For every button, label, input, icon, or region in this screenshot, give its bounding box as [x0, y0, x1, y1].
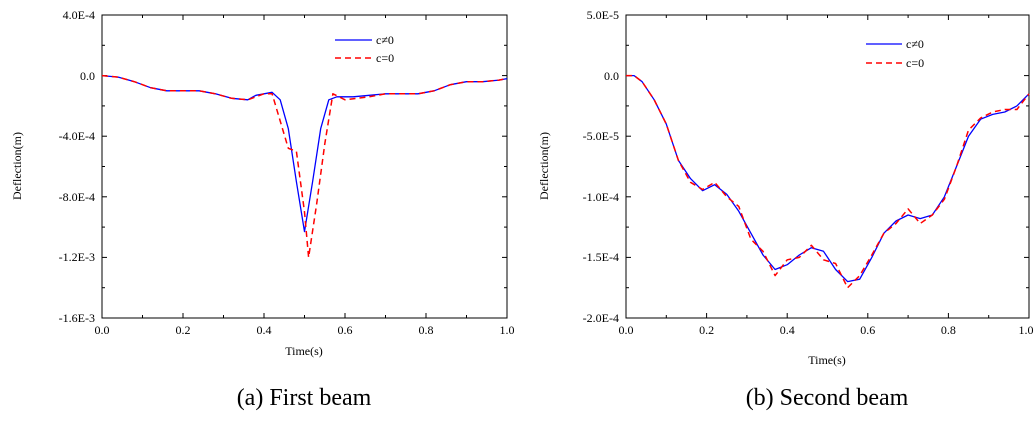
- x-tick-label: 0.6: [860, 323, 875, 337]
- y-tick-label: -1.0E-4: [583, 190, 619, 204]
- legend-label: c=0: [906, 56, 924, 70]
- x-tick-label: 0.0: [619, 323, 634, 337]
- x-tick-label: 0.4: [257, 323, 272, 337]
- x-tick-label: 0.2: [699, 323, 714, 337]
- series-group: [101, 74, 508, 259]
- y-tick-label: -1.6E-3: [59, 311, 95, 325]
- y-tick-label: -2.0E-4: [583, 311, 619, 325]
- y-tick-label: -5.0E-5: [583, 129, 619, 143]
- legend-label: c=0: [376, 51, 394, 65]
- x-tick-label: 0.4: [780, 323, 795, 337]
- x-axis-label: Time(s): [285, 344, 323, 358]
- panel-caption: (b) Second beam: [746, 385, 909, 411]
- y-tick-label: 4.0E-4: [63, 8, 95, 22]
- y-axis-label: Deflection(m): [537, 132, 551, 200]
- legend: c≠0 c=0: [866, 37, 924, 70]
- chart-panel-second-beam: 0.0 0.2 0.4 0.6 0.8 1.0 5.0E-5 0.0 -5.0E…: [537, 8, 1034, 411]
- axis-ticks: [101, 14, 508, 319]
- legend-label: c≠0: [376, 33, 394, 47]
- x-tick-label: 1.0: [1019, 323, 1034, 337]
- x-tick-label: 0.2: [176, 323, 191, 337]
- panel-caption: (a) First beam: [237, 385, 372, 411]
- x-tick-label: 0.6: [338, 323, 353, 337]
- y-tick-label: 0.0: [80, 69, 95, 83]
- series-line-c-eq-0: [101, 74, 508, 259]
- plot-frame: [625, 14, 1030, 319]
- x-tick-label: 0.8: [419, 323, 434, 337]
- x-axis-label: Time(s): [808, 353, 846, 367]
- y-tick-label: -1.2E-3: [59, 250, 95, 264]
- y-tick-label: 5.0E-5: [587, 8, 619, 22]
- series-line-c-neq-0: [101, 74, 508, 233]
- x-tick-label: 0.0: [95, 323, 110, 337]
- y-tick-label: -1.5E-4: [583, 250, 619, 264]
- series-group: [626, 74, 1030, 289]
- y-tick-label: -4.0E-4: [59, 129, 95, 143]
- x-tick-label: 0.8: [941, 323, 956, 337]
- plot-frame: [101, 14, 508, 319]
- legend: c≠0 c=0: [335, 33, 394, 65]
- axis-ticks: [625, 14, 1030, 319]
- y-tick-label: 0.0: [604, 69, 619, 83]
- x-tick-label: 1.0: [500, 323, 515, 337]
- chart-panel-first-beam: 0.0 0.2 0.4 0.6 0.8 1.0 4.0E-4 0.0 -4.0E…: [10, 8, 515, 411]
- legend-label: c≠0: [906, 37, 924, 51]
- series-line-c-neq-0: [626, 74, 1030, 283]
- series-line-c-eq-0: [626, 74, 1030, 289]
- y-axis-label: Deflection(m): [10, 132, 24, 200]
- y-tick-label: -8.0E-4: [59, 190, 95, 204]
